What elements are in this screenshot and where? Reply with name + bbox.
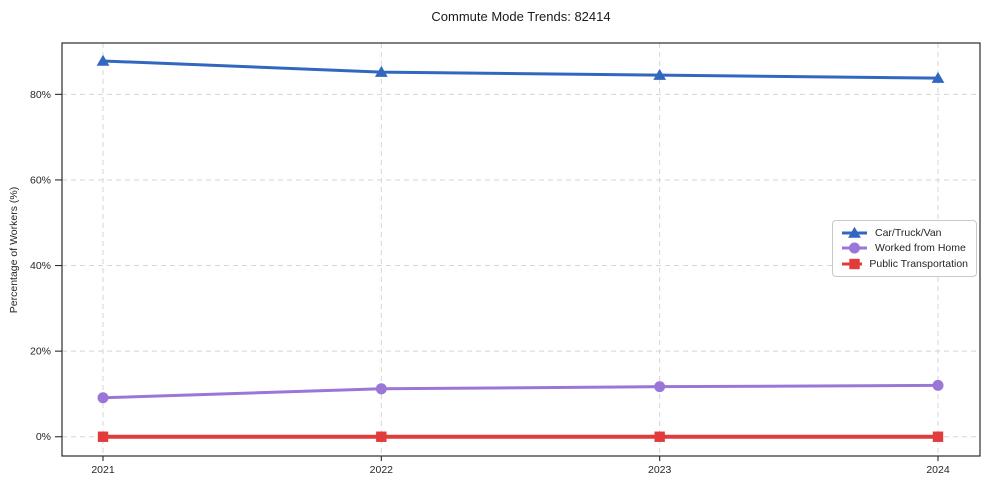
series-car-truck-van	[96, 54, 945, 83]
y-tick-label: 80%	[30, 89, 51, 101]
legend-label: Worked from Home	[875, 242, 966, 255]
series-public-transportation	[97, 431, 944, 442]
data-point	[97, 431, 109, 442]
x-tick-label: 2023	[648, 464, 672, 476]
legend-marker-circle-icon	[842, 242, 867, 254]
data-point	[654, 431, 665, 442]
legend-marker	[849, 258, 860, 270]
legend-label: Car/Truck/Van	[875, 226, 942, 239]
series-line	[101, 59, 940, 80]
x-tick-label: 2024	[926, 464, 950, 476]
legend-entry-transit: Public Transportation	[841, 258, 968, 270]
series-worked-from-home	[97, 379, 944, 404]
data-point	[97, 392, 109, 404]
y-tick-label: 40%	[30, 260, 51, 272]
data-point	[653, 68, 667, 80]
legend-entry-home: Worked from Home	[841, 242, 968, 254]
data-point	[654, 381, 666, 393]
series-line	[101, 383, 940, 400]
legend-label: Public Transportation	[869, 258, 968, 271]
data-point	[932, 379, 944, 391]
data-point	[374, 65, 388, 77]
x-tick-label: 2022	[370, 464, 394, 476]
data-point	[96, 54, 110, 66]
legend: Car/Truck/Van Worked from Home Public Tr…	[832, 220, 977, 277]
x-tick-label: 2021	[91, 464, 115, 476]
y-tick-label: 60%	[30, 174, 51, 186]
axes-spines	[61, 42, 981, 457]
legend-entry-car: Car/Truck/Van	[841, 226, 968, 239]
chart-title: Commute Mode Trends: 82414	[431, 9, 611, 24]
legend-marker	[849, 242, 860, 254]
legend-marker-square-icon	[842, 258, 863, 270]
data-point	[376, 431, 387, 442]
y-tick-label: 20%	[30, 346, 51, 358]
data-point	[931, 71, 945, 83]
y-tick-label: 0%	[36, 431, 51, 443]
legend-marker-triangle-icon	[842, 226, 867, 238]
legend-marker	[848, 226, 861, 238]
data-point	[375, 383, 387, 395]
data-point	[932, 431, 944, 442]
